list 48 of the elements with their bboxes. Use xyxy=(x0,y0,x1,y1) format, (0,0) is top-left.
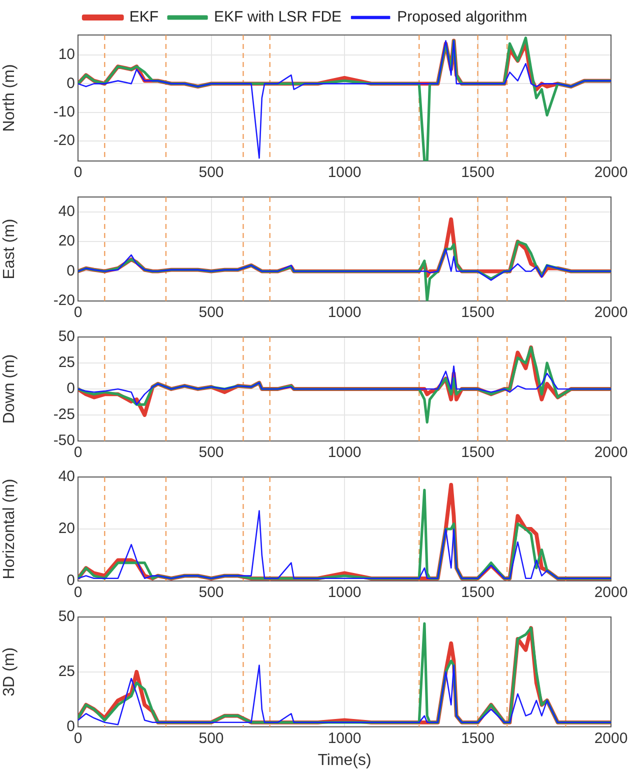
x-tick-label: 1000 xyxy=(328,164,362,182)
x-tick-label: 2000 xyxy=(594,164,628,182)
legend-label: Proposed algorithm xyxy=(397,8,528,26)
y-tick-label: -20 xyxy=(53,132,75,150)
y-tick-label: -10 xyxy=(53,103,75,120)
y-tick-label: -20 xyxy=(53,292,75,310)
x-axis-title: Time(s) xyxy=(318,752,372,769)
y-axis-title: 3D (m) xyxy=(1,647,18,696)
x-tick-label: 1500 xyxy=(461,304,494,322)
y-tick-label: -50 xyxy=(53,432,75,450)
x-tick-label: 2000 xyxy=(594,730,628,747)
x-tick-label: 1000 xyxy=(328,730,362,747)
y-tick-label: 0 xyxy=(66,718,75,735)
legend-label: EKF with LSR FDE xyxy=(214,8,342,26)
y-tick-label: 40 xyxy=(58,203,75,220)
y-tick-label: 40 xyxy=(58,468,75,486)
legend-label: EKF xyxy=(129,8,159,26)
x-tick-label: 1500 xyxy=(461,444,494,462)
x-tick-label: 500 xyxy=(198,164,224,182)
x-tick-label: 2000 xyxy=(594,584,628,602)
y-tick-label: 10 xyxy=(58,46,75,64)
x-tick-label: 1500 xyxy=(461,584,494,602)
y-axis-title: Down (m) xyxy=(1,354,18,424)
y-tick-label: 50 xyxy=(58,608,75,626)
x-tick-label: 2000 xyxy=(594,304,628,322)
x-tick-label: 1000 xyxy=(328,304,362,322)
y-axis-title: North (m) xyxy=(1,64,18,132)
y-tick-label: 0 xyxy=(66,262,75,280)
y-tick-label: 0 xyxy=(66,380,75,398)
x-tick-label: 500 xyxy=(198,444,224,462)
y-tick-label: 25 xyxy=(58,354,75,372)
y-tick-label: -25 xyxy=(53,406,75,424)
x-tick-label: 500 xyxy=(198,584,224,602)
x-tick-label: 1500 xyxy=(461,164,494,182)
y-tick-label: 25 xyxy=(58,663,75,680)
x-tick-label: 500 xyxy=(198,304,224,322)
x-tick-label: 1000 xyxy=(328,444,362,462)
y-tick-label: 50 xyxy=(58,328,75,346)
y-tick-label: 0 xyxy=(66,74,75,92)
y-tick-label: 0 xyxy=(66,572,75,590)
y-tick-label: 20 xyxy=(58,520,75,538)
x-tick-label: 500 xyxy=(198,730,224,747)
x-tick-label: 2000 xyxy=(594,444,628,462)
y-tick-label: 20 xyxy=(58,232,75,250)
y-axis-title: Horizontal (m) xyxy=(1,478,18,580)
y-axis-title: East (m) xyxy=(1,218,18,280)
x-tick-label: 1500 xyxy=(461,730,494,747)
x-tick-label: 1000 xyxy=(328,584,362,602)
